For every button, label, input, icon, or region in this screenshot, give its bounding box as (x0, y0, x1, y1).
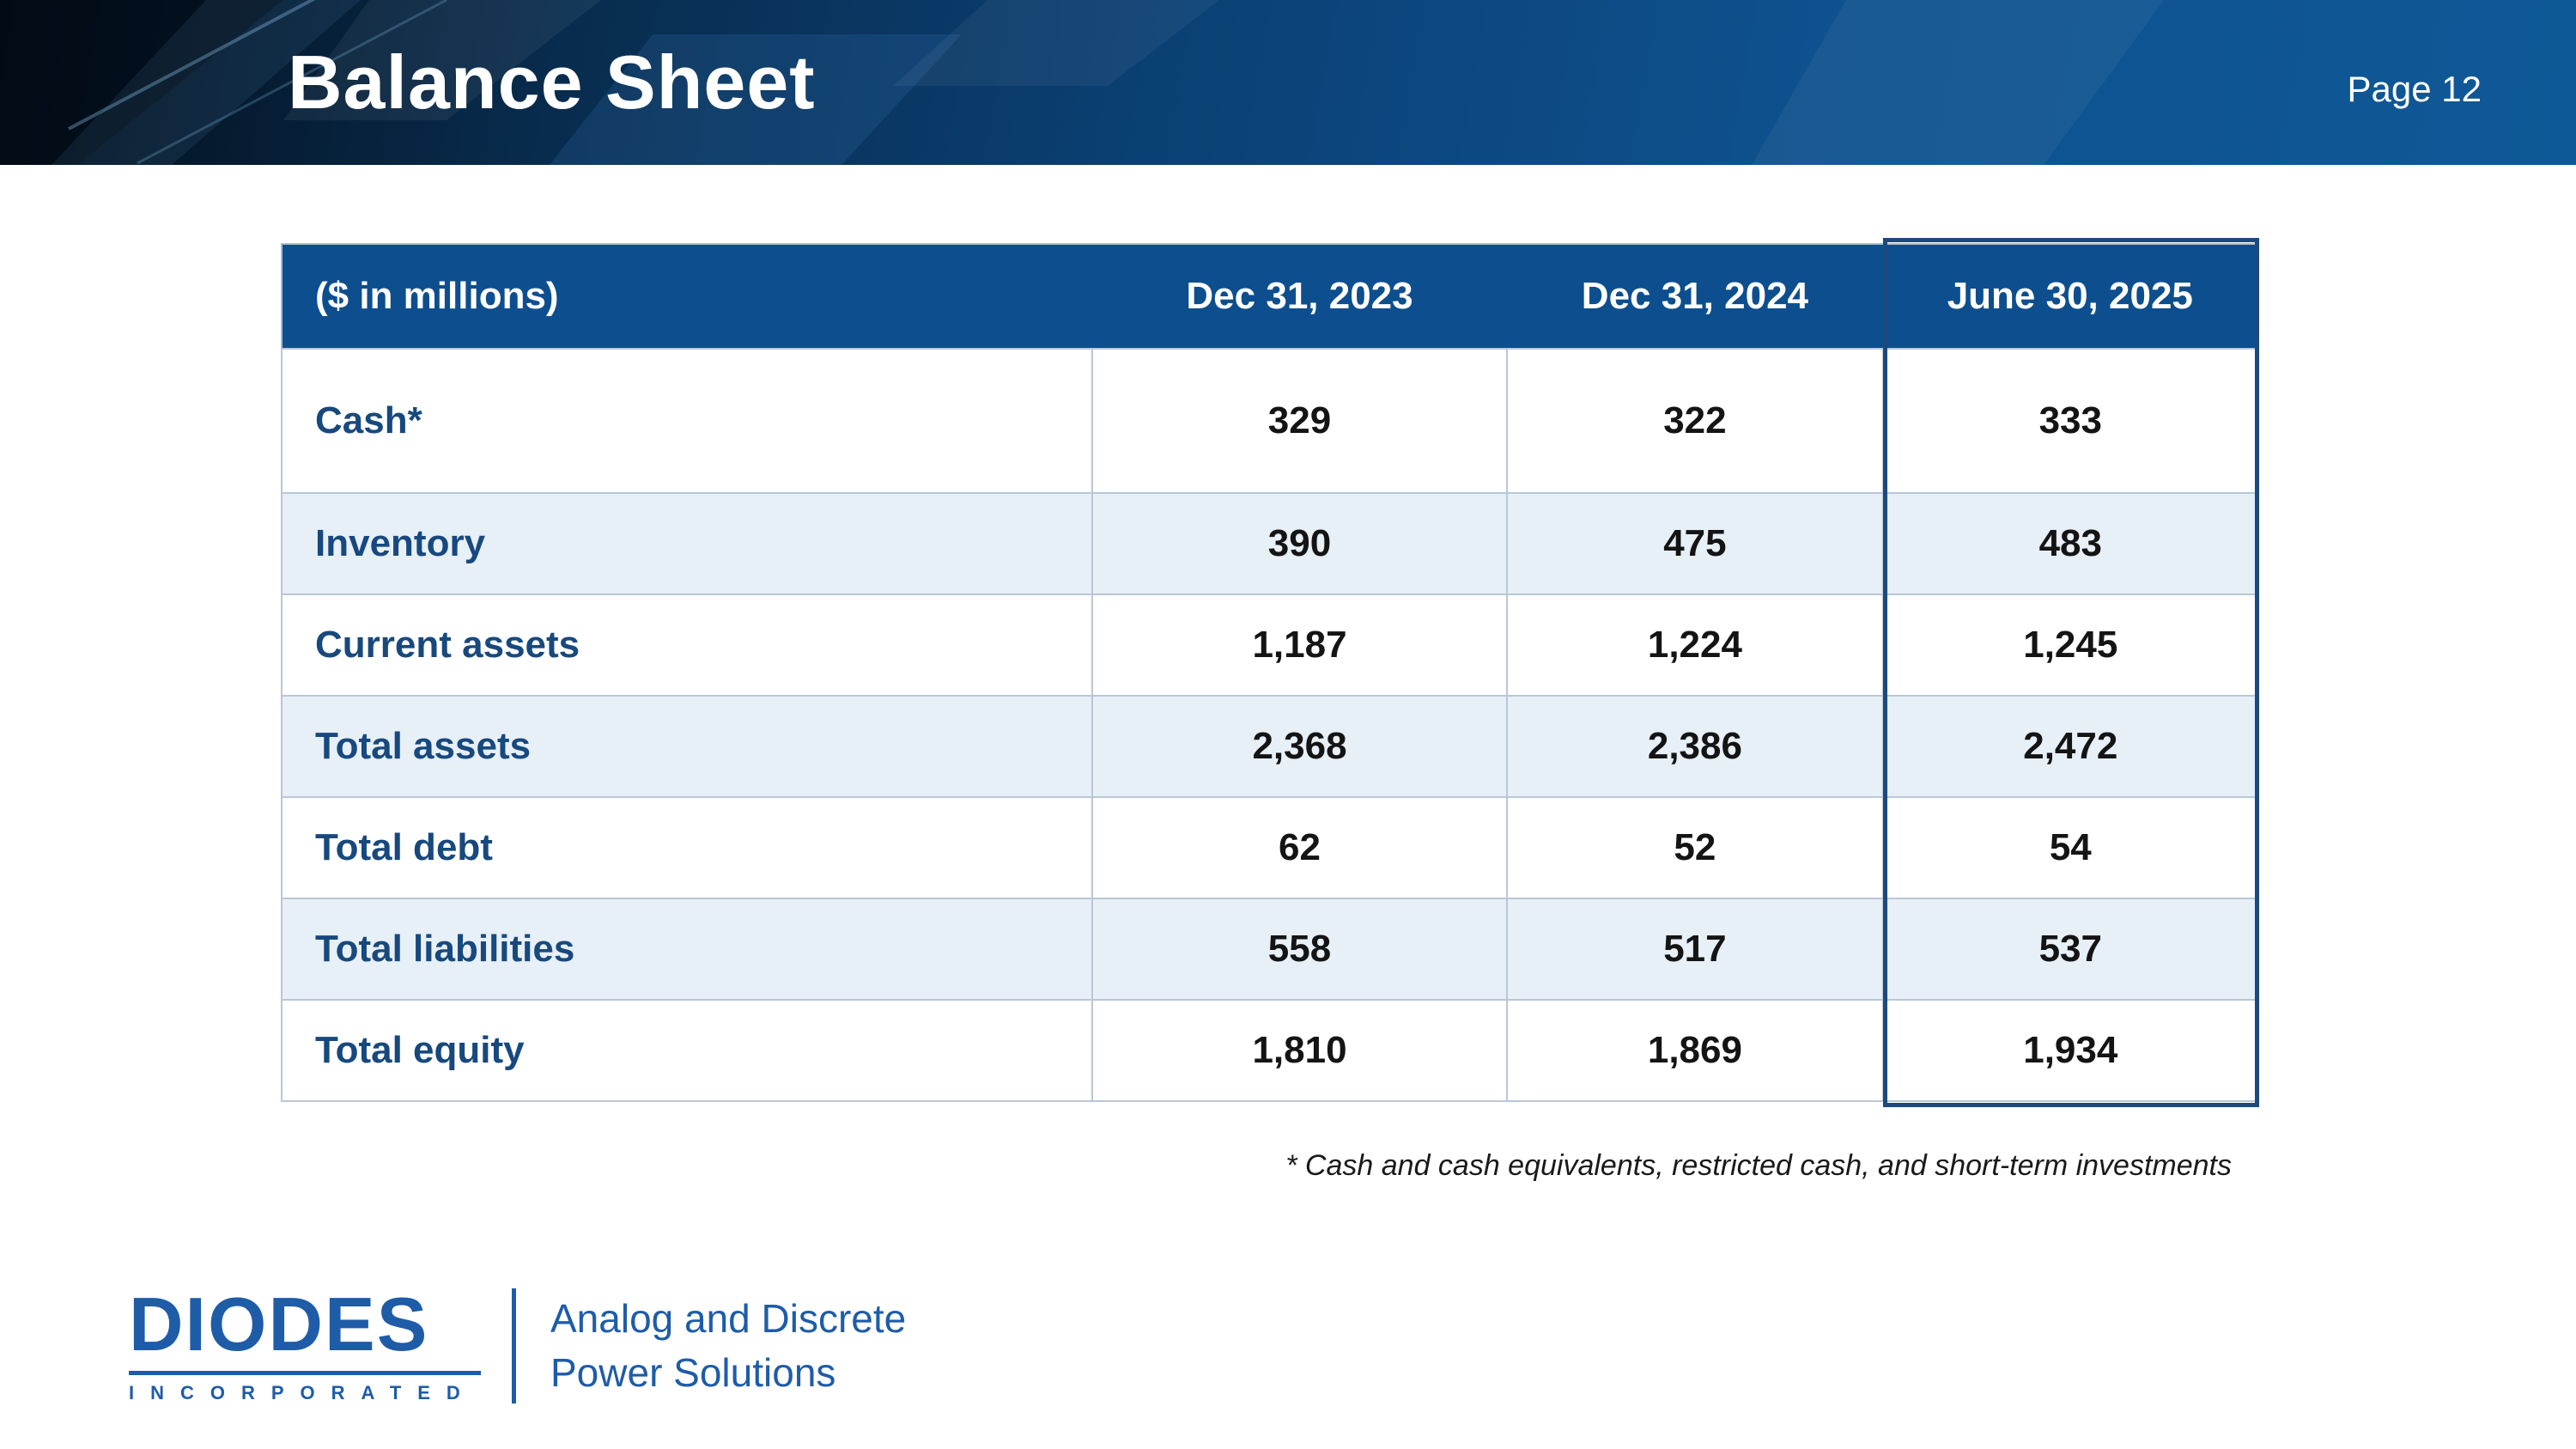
cell-value: 2,368 (1091, 695, 1509, 798)
cell-value: 1,810 (1091, 999, 1509, 1102)
cell-value: 1,934 (1881, 999, 2260, 1102)
cell-value: 54 (1881, 796, 2260, 899)
row-label: Total equity (281, 999, 1093, 1102)
logo-wordmark-block: DIODES INCORPORATED (129, 1287, 481, 1404)
table-row-total-debt: Total debt 62 52 54 (281, 796, 2260, 899)
column-header-dec-31-2023: Dec 31, 2023 (1091, 244, 1508, 349)
table-row-cash: Cash* 329 322 333 (281, 348, 2260, 494)
tagline-line-2: Power Solutions (550, 1349, 836, 1395)
diodes-logo: DIODES INCORPORATED Analog and Discrete … (129, 1287, 906, 1404)
cell-value: 483 (1881, 492, 2260, 595)
cell-value: 1,869 (1506, 999, 1884, 1102)
table-row-total-equity: Total equity 1,810 1,869 1,934 (281, 999, 2260, 1102)
cell-value: 1,187 (1091, 594, 1509, 697)
table-row-inventory: Inventory 390 475 483 (281, 492, 2260, 595)
cell-value: 62 (1091, 796, 1509, 899)
table-row-total-liabilities: Total liabilities 558 517 537 (281, 898, 2260, 1001)
row-label: Total debt (281, 796, 1093, 899)
column-header-june-30-2025: June 30, 2025 (1882, 244, 2258, 349)
logo-incorporated-label: INCORPORATED (129, 1371, 481, 1404)
row-label: Inventory (281, 492, 1093, 595)
cell-value: 322 (1506, 348, 1884, 494)
cell-value: 537 (1881, 898, 2260, 1001)
balance-sheet-table: ($ in millions) Dec 31, 2023 Dec 31, 202… (281, 243, 2260, 1102)
logo-divider (512, 1288, 516, 1403)
cell-value: 52 (1506, 796, 1884, 899)
cell-value: 333 (1881, 348, 2260, 494)
logo-wordmark: DIODES (129, 1282, 429, 1367)
banner-texture (0, 0, 2164, 165)
cell-value: 1,224 (1506, 594, 1884, 697)
cell-value: 390 (1091, 492, 1509, 595)
cell-value: 558 (1091, 898, 1509, 1001)
row-label: Cash* (281, 348, 1093, 494)
balance-sheet-table-wrap: ($ in millions) Dec 31, 2023 Dec 31, 202… (281, 238, 2260, 1107)
unit-label: ($ in millions) (282, 244, 1092, 349)
table-row-total-assets: Total assets 2,368 2,386 2,472 (281, 695, 2260, 798)
cell-value: 329 (1091, 348, 1509, 494)
cell-value: 475 (1506, 492, 1884, 595)
header-banner: Balance Sheet Page 12 (0, 0, 2576, 165)
page-number: Page 12 (2347, 68, 2482, 109)
cell-value: 2,472 (1881, 695, 2260, 798)
row-label: Total assets (281, 695, 1093, 798)
page-title: Balance Sheet (288, 40, 816, 125)
tagline-line-1: Analog and Discrete (550, 1296, 907, 1342)
logo-tagline: Analog and Discrete Power Solutions (550, 1292, 906, 1398)
cell-value: 517 (1506, 898, 1884, 1001)
row-label: Current assets (281, 594, 1093, 697)
cell-value: 2,386 (1506, 695, 1884, 798)
row-label: Total liabilities (281, 898, 1093, 1001)
cell-value: 1,245 (1881, 594, 2260, 697)
footnote: * Cash and cash equivalents, restricted … (1285, 1149, 2232, 1182)
table-header-row: ($ in millions) Dec 31, 2023 Dec 31, 202… (282, 244, 2258, 349)
column-header-dec-31-2024: Dec 31, 2024 (1507, 244, 1883, 349)
table-row-current-assets: Current assets 1,187 1,224 1,245 (281, 594, 2260, 697)
